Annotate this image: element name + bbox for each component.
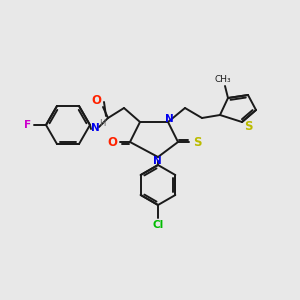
- Text: H: H: [99, 118, 105, 127]
- Text: N: N: [153, 156, 161, 166]
- Text: CH₃: CH₃: [215, 74, 231, 83]
- Text: N: N: [165, 114, 173, 124]
- Text: S: S: [244, 121, 252, 134]
- Text: O: O: [91, 94, 101, 107]
- Text: N: N: [91, 123, 99, 133]
- Text: S: S: [193, 136, 201, 148]
- Text: O: O: [107, 136, 117, 148]
- Text: F: F: [24, 120, 32, 130]
- Text: Cl: Cl: [152, 220, 164, 230]
